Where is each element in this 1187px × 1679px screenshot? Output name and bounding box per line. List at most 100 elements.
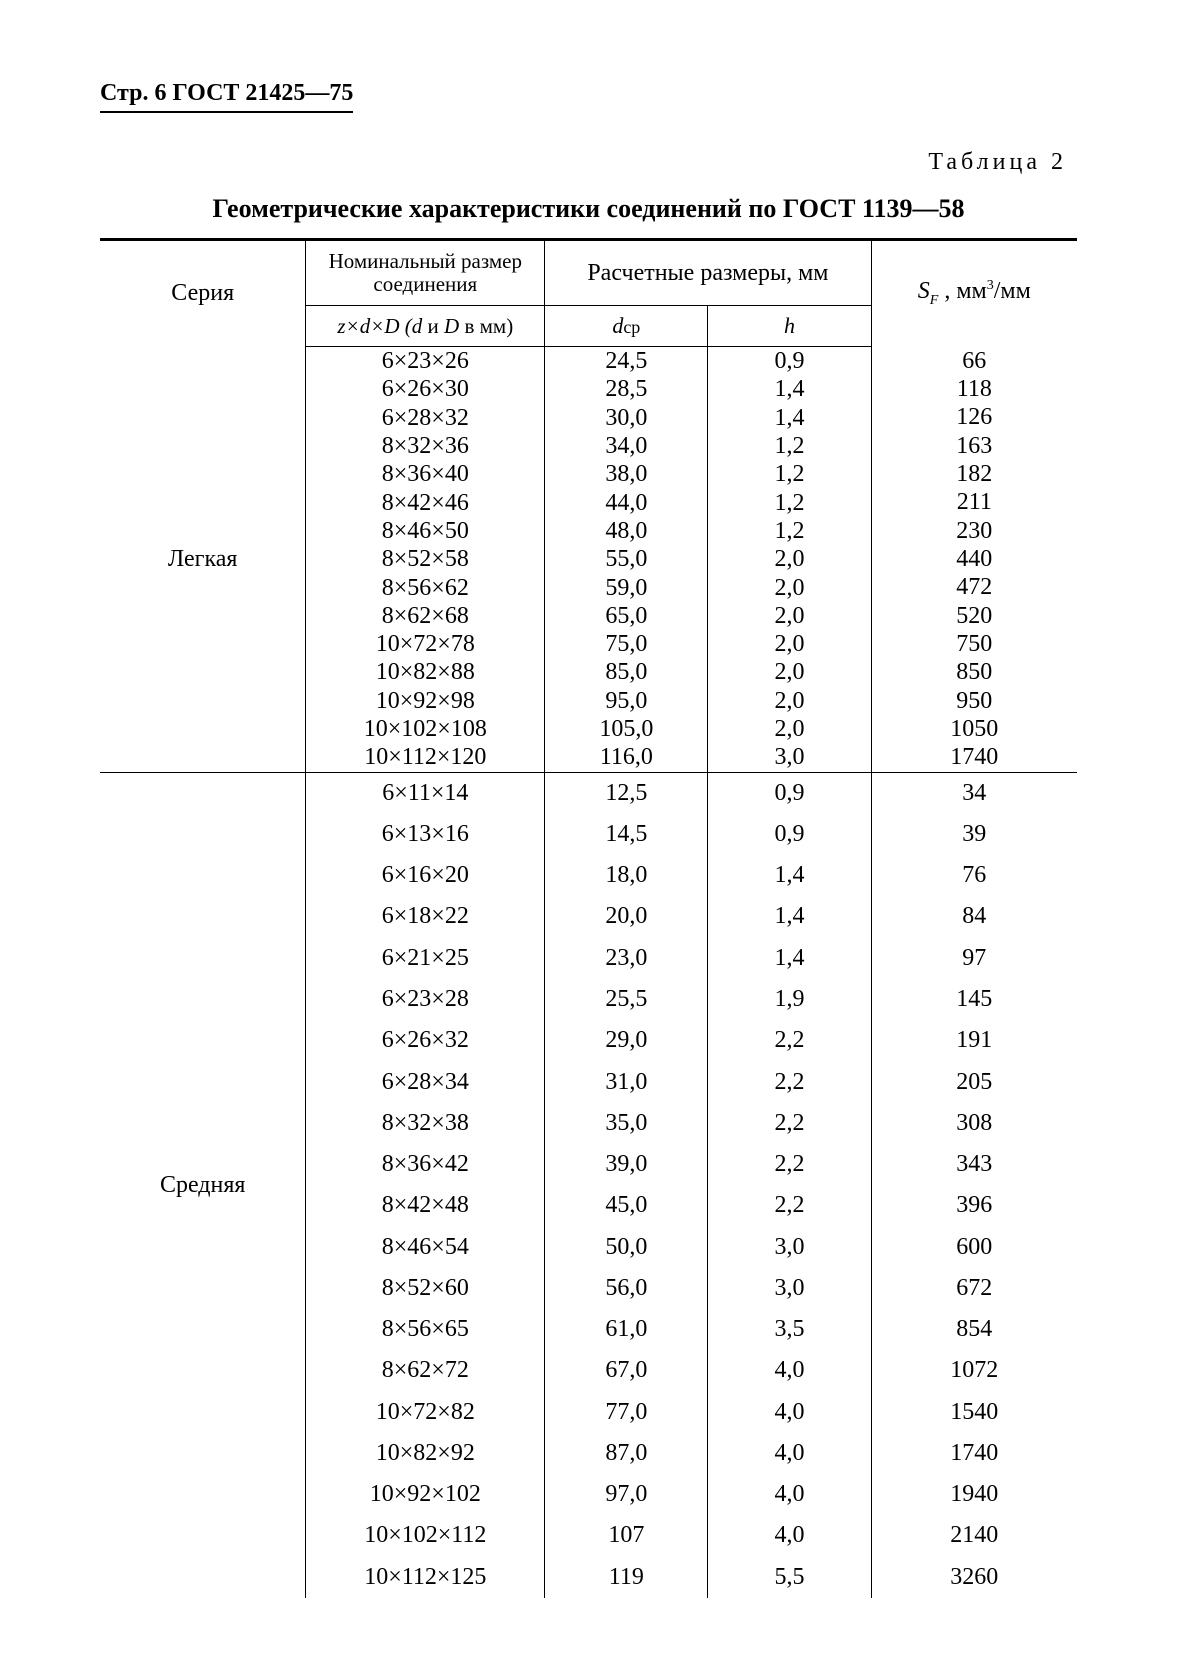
page: Стр. 6 ГОСТ 21425—75 Таблица 2 Геометрич… bbox=[0, 0, 1187, 1679]
series-cell: Средняя bbox=[100, 772, 306, 1598]
col-nom: 6×11×146×13×166×16×206×18×226×21×256×23×… bbox=[306, 772, 545, 1598]
cell-dcp: 18,0 bbox=[545, 855, 707, 896]
cell-nom: 10×112×120 bbox=[306, 743, 544, 771]
cell-dcp: 48,0 bbox=[545, 517, 707, 545]
cell-nom: 6×18×22 bbox=[306, 896, 544, 937]
cell-dcp: 23,0 bbox=[545, 938, 707, 979]
cell-h: 0,9 bbox=[708, 814, 870, 855]
nominal-sub-suffix: в мм) bbox=[459, 314, 513, 338]
cell-sf: 672 bbox=[872, 1268, 1077, 1309]
cell-sf: 1740 bbox=[872, 1433, 1077, 1474]
cell-sf: 84 bbox=[872, 896, 1077, 937]
cell-sf: 118 bbox=[872, 375, 1077, 403]
cell-sf: 2140 bbox=[872, 1515, 1077, 1556]
header-series: Серия bbox=[100, 240, 306, 347]
cell-dcp: 97,0 bbox=[545, 1474, 707, 1515]
cell-nom: 6×26×30 bbox=[306, 375, 544, 403]
cell-dcp: 85,0 bbox=[545, 658, 707, 686]
cell-sf: 600 bbox=[872, 1227, 1077, 1268]
cell-nom: 6×28×34 bbox=[306, 1062, 544, 1103]
cell-sf: 3260 bbox=[872, 1557, 1077, 1598]
cell-sf: 750 bbox=[872, 630, 1077, 658]
cell-h: 1,2 bbox=[708, 460, 870, 488]
cell-sf: 66 bbox=[872, 347, 1077, 375]
cell-nom: 10×92×102 bbox=[306, 1474, 544, 1515]
cell-nom: 6×26×32 bbox=[306, 1020, 544, 1061]
cell-h: 2,0 bbox=[708, 574, 870, 602]
header-calc-top: Расчетные размеры, мм bbox=[545, 240, 871, 306]
col-nom: 6×23×266×26×306×28×328×32×368×36×408×42×… bbox=[306, 347, 545, 773]
cell-dcp: 20,0 bbox=[545, 896, 707, 937]
cell-h: 0,9 bbox=[708, 773, 870, 814]
cell-dcp: 39,0 bbox=[545, 1144, 707, 1185]
cell-nom: 10×112×125 bbox=[306, 1557, 544, 1598]
cell-nom: 6×11×14 bbox=[306, 773, 544, 814]
cell-nom: 10×102×108 bbox=[306, 715, 544, 743]
page-header: Стр. 6 ГОСТ 21425—75 bbox=[100, 80, 353, 113]
cell-nom: 8×46×54 bbox=[306, 1227, 544, 1268]
cell-nom: 10×72×78 bbox=[306, 630, 544, 658]
cell-dcp: 67,0 bbox=[545, 1350, 707, 1391]
cell-nom: 8×56×62 bbox=[306, 574, 544, 602]
cell-dcp: 30,0 bbox=[545, 404, 707, 432]
cell-sf: 1540 bbox=[872, 1392, 1077, 1433]
cell-h: 1,2 bbox=[708, 517, 870, 545]
cell-nom: 6×21×25 bbox=[306, 938, 544, 979]
cell-sf: 76 bbox=[872, 855, 1077, 896]
cell-dcp: 55,0 bbox=[545, 545, 707, 573]
cell-sf: 34 bbox=[872, 773, 1077, 814]
data-table: Серия Номинальный размер соединения Расч… bbox=[100, 238, 1077, 1598]
cell-h: 1,4 bbox=[708, 855, 870, 896]
cell-h: 1,4 bbox=[708, 404, 870, 432]
cell-h: 2,0 bbox=[708, 715, 870, 743]
cell-sf: 126 bbox=[872, 403, 1077, 431]
cell-sf: 440 bbox=[872, 545, 1077, 573]
cell-nom: 6×13×16 bbox=[306, 814, 544, 855]
cell-h: 4,0 bbox=[708, 1474, 870, 1515]
cell-nom: 8×46×50 bbox=[306, 517, 544, 545]
cell-dcp: 12,5 bbox=[545, 773, 707, 814]
cell-sf: 343 bbox=[872, 1144, 1077, 1185]
cell-dcp: 24,5 bbox=[545, 347, 707, 375]
cell-dcp: 45,0 bbox=[545, 1185, 707, 1226]
cell-nom: 8×52×58 bbox=[306, 545, 544, 573]
cell-h: 2,0 bbox=[708, 630, 870, 658]
cell-dcp: 31,0 bbox=[545, 1062, 707, 1103]
page-header-gost: ГОСТ 21425—75 bbox=[172, 80, 353, 106]
cell-sf: 1050 bbox=[872, 715, 1077, 743]
cell-dcp: 75,0 bbox=[545, 630, 707, 658]
cell-nom: 8×56×65 bbox=[306, 1309, 544, 1350]
cell-dcp: 59,0 bbox=[545, 574, 707, 602]
cell-h: 3,0 bbox=[708, 1268, 870, 1309]
page-header-prefix: Стр. 6 bbox=[100, 80, 172, 106]
dcp-sub: ср bbox=[623, 317, 640, 337]
series-cell: Легкая bbox=[100, 347, 306, 773]
col-sf: 3439768497145191205308343396600672854107… bbox=[871, 772, 1077, 1598]
sf-units-post: /мм bbox=[994, 278, 1031, 304]
cell-nom: 10×92×98 bbox=[306, 687, 544, 715]
col-dcp: 24,528,530,034,038,044,048,055,059,065,0… bbox=[545, 347, 708, 773]
cell-sf: 211 bbox=[872, 488, 1077, 516]
cell-dcp: 50,0 bbox=[545, 1227, 707, 1268]
table-title: Геометрические характеристики соединений… bbox=[100, 194, 1077, 224]
cell-sf: 1740 bbox=[872, 743, 1077, 771]
cell-nom: 10×72×82 bbox=[306, 1392, 544, 1433]
cell-dcp: 28,5 bbox=[545, 375, 707, 403]
cell-sf: 1072 bbox=[872, 1350, 1077, 1391]
cell-sf: 163 bbox=[872, 432, 1077, 460]
cell-h: 3,5 bbox=[708, 1309, 870, 1350]
cell-sf: 854 bbox=[872, 1309, 1077, 1350]
cell-nom: 10×82×92 bbox=[306, 1433, 544, 1474]
cell-sf: 520 bbox=[872, 602, 1077, 630]
nominal-sub-and: и bbox=[422, 314, 444, 338]
cell-nom: 8×36×40 bbox=[306, 460, 544, 488]
cell-dcp: 119 bbox=[545, 1557, 707, 1598]
cell-h: 1,4 bbox=[708, 896, 870, 937]
cell-h: 3,0 bbox=[708, 1227, 870, 1268]
cell-nom: 6×28×32 bbox=[306, 404, 544, 432]
cell-sf: 230 bbox=[872, 517, 1077, 545]
col-h: 0,91,41,41,21,21,21,22,02,02,02,02,02,02… bbox=[708, 347, 871, 773]
cell-h: 1,4 bbox=[708, 375, 870, 403]
cell-dcp: 95,0 bbox=[545, 687, 707, 715]
cell-sf: 472 bbox=[872, 573, 1077, 601]
